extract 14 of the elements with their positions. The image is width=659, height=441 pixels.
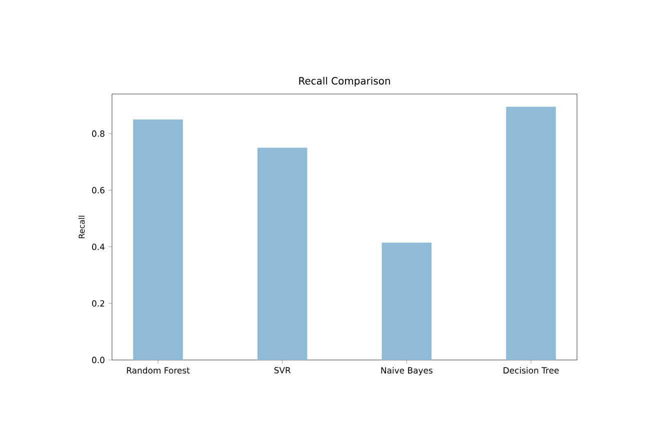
bar — [257, 148, 308, 360]
x-tick-label: SVR — [274, 367, 291, 374]
x-tick-label: Decision Tree — [504, 367, 559, 374]
y-tick-label: 0.6 — [92, 187, 104, 194]
bar — [382, 242, 432, 360]
bar — [133, 119, 183, 360]
bar — [506, 106, 556, 360]
y-tick-label: 0.2 — [92, 300, 104, 307]
chart-title: Recall Comparison — [299, 76, 390, 87]
y-tick-label: 0.4 — [92, 244, 104, 250]
x-tick-label: Naive Bayes — [381, 367, 432, 376]
x-tick-label: Random Forest — [126, 367, 190, 374]
y-tick-label: 0.0 — [92, 356, 104, 364]
y-tick-label: 0.8 — [92, 130, 104, 137]
